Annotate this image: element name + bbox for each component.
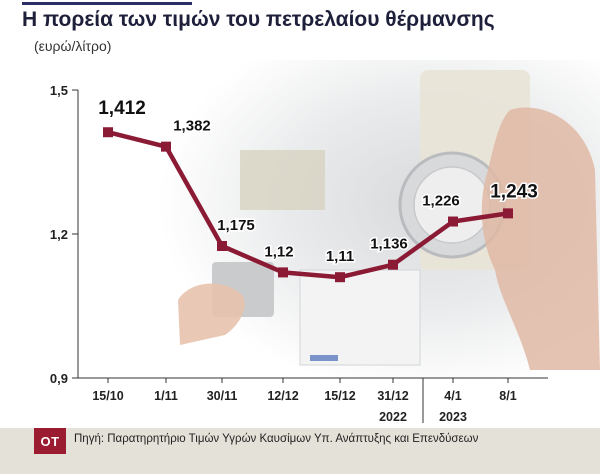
footer-band bbox=[0, 428, 600, 474]
value-label: 1,243 bbox=[490, 181, 538, 202]
data-point bbox=[278, 267, 288, 278]
data-point bbox=[388, 259, 398, 270]
x-tick-label: 15/12 bbox=[324, 389, 355, 403]
data-point bbox=[503, 208, 513, 219]
x-tick-label: 30/11 bbox=[207, 389, 238, 403]
data-point bbox=[335, 272, 345, 283]
chart-title: Η πορεία των τιμών του πετρελαίου θέρμαν… bbox=[22, 8, 495, 31]
background-photo bbox=[150, 60, 600, 378]
data-point bbox=[161, 141, 171, 152]
x-tick-label: 15/10 bbox=[92, 389, 123, 403]
data-point bbox=[217, 241, 227, 251]
chart-subtitle: (ευρώ/λίτρο) bbox=[34, 38, 112, 54]
value-label: 1,382 bbox=[173, 118, 211, 135]
ot-logo: ΟΤ bbox=[34, 428, 66, 454]
source-note: Πηγή: Παρατηρητήριο Τιμών Υγρών Καυσίμων… bbox=[74, 433, 479, 445]
y-tick-label: 1,2 bbox=[50, 227, 68, 242]
x-tick-label: 1/11 bbox=[154, 389, 178, 403]
value-label: 1,226 bbox=[422, 193, 460, 210]
line-chart: 0,9 1,2 1,5 1,412 1,382 1,175 1,12 1,11 1,136 1,… bbox=[50, 60, 600, 424]
x-tick-label: 31/12 bbox=[377, 389, 408, 403]
y-tick-label: 0,9 bbox=[50, 371, 68, 386]
value-label: 1,11 bbox=[326, 248, 354, 265]
data-point bbox=[103, 127, 113, 138]
x-tick-label: 4/1 bbox=[444, 389, 461, 403]
value-label: 1,136 bbox=[370, 236, 408, 253]
value-label: 1,12 bbox=[264, 243, 293, 260]
top-accent-rule bbox=[22, 2, 192, 5]
year-label: 2022 bbox=[379, 410, 407, 424]
value-label: 1,412 bbox=[98, 98, 146, 119]
series-line bbox=[105, 129, 511, 280]
value-label: 1,175 bbox=[217, 217, 255, 234]
data-point bbox=[448, 216, 458, 227]
x-tick-label: 12/12 bbox=[267, 389, 298, 403]
year-label: 2023 bbox=[439, 410, 467, 424]
y-tick-label: 1,5 bbox=[50, 83, 68, 98]
x-tick-label: 8/1 bbox=[499, 389, 516, 403]
